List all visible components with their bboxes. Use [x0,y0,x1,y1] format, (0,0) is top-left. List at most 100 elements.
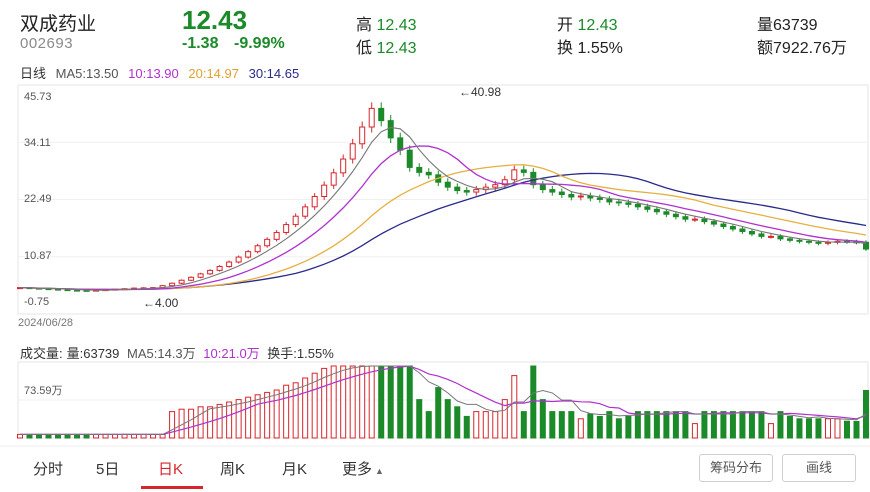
candle-body [644,206,651,210]
candle-body [796,239,803,242]
volume-bar [501,399,508,439]
low-label: 低 [356,40,373,57]
volume-bar [834,418,841,439]
tab-daily-k[interactable]: 日K [158,461,184,478]
candle-body [577,195,584,198]
price-axis-label-4: -0.75 [24,296,50,308]
draw-line-button[interactable]: 画线 [782,454,856,482]
low-value: 12.43 [376,40,417,57]
candle-body [302,206,309,217]
candle-body [815,241,822,244]
volume-bar [235,399,242,439]
candle-body [805,240,812,243]
volume-bar [634,411,641,439]
volume-bar [292,382,299,439]
tab-timeshare[interactable]: 分时 [33,461,64,478]
candle-body [416,166,423,173]
candle-body [720,223,727,228]
turnover-label: 换 [557,40,574,57]
volume-bar [815,418,822,439]
volume-bar [767,423,774,439]
volume-bar [321,367,328,439]
tab-monthly-k[interactable]: 月K [282,461,308,478]
volume-bar [786,415,793,439]
candle-body [473,189,480,193]
candle-body [739,228,746,232]
candle-body [368,107,375,128]
candle-body [340,158,347,174]
tab-5day[interactable]: 5日 [96,461,120,478]
candle-body [207,269,214,275]
amount-stat: 额7922.76万 [757,34,847,58]
price-axis-label-1: 34.11 [24,137,51,149]
volume-stat: 量63739 [757,11,818,35]
volume-bar [340,365,347,439]
candle-body [729,226,736,230]
volume-bar [492,411,499,439]
volume-bar [349,365,356,439]
caret-up-icon: ▲ [375,466,384,476]
volume-bar [777,411,784,439]
ma-legend: 日线 MA5:13.50 10:13.90 20:14.97 30:14.65 [20,63,305,82]
turnover-value: 1.55% [577,40,623,57]
candle-body [549,189,556,193]
volume-bar [710,411,717,439]
candle-body [359,126,366,145]
volume-axis-label: 73.59万 [24,385,63,397]
volume-bar [739,411,746,439]
candle-body [539,184,546,191]
ma5-legend: MA5:13.50 [55,66,119,81]
candle-body [710,221,717,225]
volume-bar [482,411,489,439]
chip-distribution-button[interactable]: 筹码分布 [699,454,773,482]
ma5-line [19,126,867,291]
volume-bar [558,411,565,439]
volume-title: 成交量: [20,346,63,361]
candle-body [663,211,670,215]
candle-body [682,216,689,220]
volume-bar [853,420,860,439]
volume-bar [359,365,366,439]
vol-turnover-legend: 换手:1.55% [267,346,334,361]
volume-bar [796,418,803,439]
tab-more[interactable]: 更多 ▲ [342,458,384,479]
candle-body [188,276,195,281]
candle-body [226,261,233,267]
current-price: 12.43 [182,5,248,35]
open-stat: 开 12.43 [557,11,618,35]
volume-bar [387,365,394,439]
price-axis-label-2: 22.49 [24,193,52,205]
volume-bar [663,411,670,439]
tab-weekly-k[interactable]: 周K [220,461,246,478]
volume-bar [197,406,204,439]
volume-bar [672,411,679,439]
volume-bar [520,411,527,439]
volume-bar [682,411,689,439]
volume-bar [368,365,375,439]
volume-bar [720,411,727,439]
volume-bar [748,411,755,439]
volume-bar [435,387,442,439]
ma30-legend: 30:14.65 [248,66,300,81]
volume-bar [188,408,195,439]
volume-bar [226,401,233,439]
candle-body [558,191,565,196]
volume-bar [302,377,309,439]
candle-body [406,149,413,168]
volume-bar [606,411,613,439]
open-value: 12.43 [577,17,618,34]
open-label: 开 [557,17,574,34]
price-axis-label-0: 45.73 [24,91,52,103]
candle-body [568,194,575,198]
candle-body [653,208,660,213]
volume-bar [539,399,546,439]
volume-bar [397,365,404,439]
volume-bar [653,411,660,439]
high-value: 12.43 [376,17,417,34]
volume-bar [568,411,575,439]
stock-name: 双成药业 [20,14,97,35]
candle-body [387,120,394,139]
candle-body [178,279,185,284]
volume-bar [416,399,423,439]
